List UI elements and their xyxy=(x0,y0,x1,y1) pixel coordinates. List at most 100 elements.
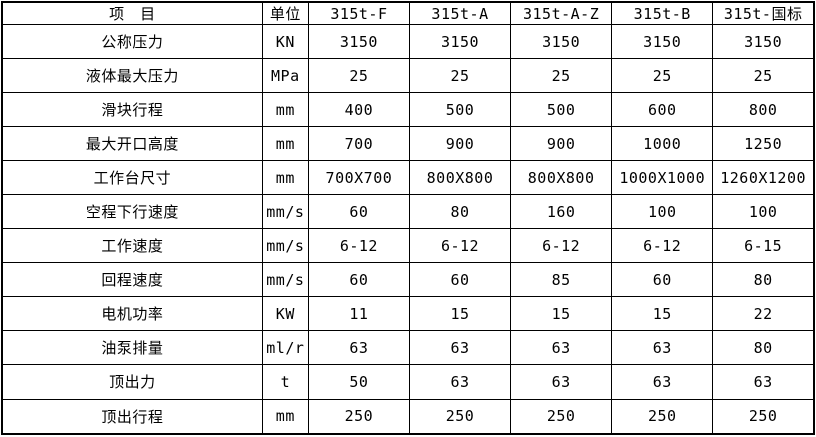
value-cell: 3150 xyxy=(408,23,512,60)
value-cell: 80 xyxy=(712,262,815,298)
table-row: 顶出力 t 50 63 63 63 63 xyxy=(1,364,815,400)
value-cell: 60 xyxy=(307,262,410,298)
value-cell: 500 xyxy=(408,92,512,128)
value-cell: 63 xyxy=(510,330,613,366)
value-cell: 22 xyxy=(712,296,815,332)
table-row: 油泵排量 ml/r 63 63 63 63 80 xyxy=(1,330,815,366)
table-row: 顶出行程 mm 250 250 250 250 250 xyxy=(1,398,815,435)
row-label: 滑块行程 xyxy=(1,92,263,128)
table-row: 滑块行程 mm 400 500 500 600 800 xyxy=(1,92,815,128)
value-cell: 63 xyxy=(510,364,613,400)
value-cell: 3150 xyxy=(510,23,613,60)
table-row: 电机功率 KW 11 15 15 15 22 xyxy=(1,296,815,332)
value-cell: 25 xyxy=(307,58,410,94)
value-cell: 80 xyxy=(408,194,512,230)
row-label: 顶出力 xyxy=(1,364,263,400)
value-cell: 800 xyxy=(712,92,815,128)
value-cell: 250 xyxy=(611,398,714,435)
value-cell: 6-12 xyxy=(307,228,410,264)
value-cell: 60 xyxy=(307,194,410,230)
value-cell: 100 xyxy=(712,194,815,230)
unit-cell: mm/s xyxy=(261,228,309,264)
value-cell: 63 xyxy=(307,330,410,366)
table-row: 公称压力 KN 3150 3150 3150 3150 3150 xyxy=(1,23,815,60)
column-header: 315t-F xyxy=(307,1,410,25)
unit-cell: KW xyxy=(261,296,309,332)
header-row: 项 目单位 315t-F 315t-A 315t-A-Z 315t-B 315t-国标 xyxy=(1,1,815,25)
spec-table-header: 项 目单位 315t-F 315t-A 315t-A-Z 315t-B 315t-国标 xyxy=(1,1,815,25)
row-label: 公称压力 xyxy=(1,23,263,60)
column-header: 315t-A-Z xyxy=(510,1,613,25)
value-cell: 3150 xyxy=(307,23,410,60)
value-cell: 3150 xyxy=(712,23,815,60)
value-cell: 6-12 xyxy=(408,228,512,264)
value-cell: 15 xyxy=(408,296,512,332)
unit-cell: MPa xyxy=(261,58,309,94)
unit-cell: mm xyxy=(261,160,309,196)
unit-cell: mm/s xyxy=(261,262,309,298)
value-cell: 63 xyxy=(712,364,815,400)
value-cell: 15 xyxy=(611,296,714,332)
value-cell: 250 xyxy=(408,398,512,435)
value-cell: 160 xyxy=(510,194,613,230)
value-cell: 85 xyxy=(510,262,613,298)
table-row: 液体最大压力 MPa 25 25 25 25 25 xyxy=(1,58,815,94)
value-cell: 400 xyxy=(307,92,410,128)
table-row: 回程速度 mm/s 60 60 85 60 80 xyxy=(1,262,815,298)
column-header: 315t-B xyxy=(611,1,714,25)
row-label: 顶出行程 xyxy=(1,398,263,435)
value-cell: 25 xyxy=(611,58,714,94)
value-cell: 250 xyxy=(307,398,410,435)
row-label: 工作速度 xyxy=(1,228,263,264)
value-cell: 60 xyxy=(408,262,512,298)
column-header: 315t-A xyxy=(408,1,512,25)
value-cell: 1260X1200 xyxy=(712,160,815,196)
unit-cell: mm xyxy=(261,126,309,162)
value-cell: 800X800 xyxy=(510,160,613,196)
row-label: 最大开口高度 xyxy=(1,126,263,162)
unit-cell: ml/r xyxy=(261,330,309,366)
value-cell: 1000X1000 xyxy=(611,160,714,196)
unit-cell: mm xyxy=(261,398,309,435)
value-cell: 11 xyxy=(307,296,410,332)
table-row: 最大开口高度 mm 700 900 900 1000 1250 xyxy=(1,126,815,162)
column-header: 315t-国标 xyxy=(712,1,815,25)
value-cell: 700 xyxy=(307,126,410,162)
value-cell: 15 xyxy=(510,296,613,332)
value-cell: 250 xyxy=(510,398,613,435)
value-cell: 900 xyxy=(510,126,613,162)
value-cell: 700X700 xyxy=(307,160,410,196)
row-label: 回程速度 xyxy=(1,262,263,298)
value-cell: 80 xyxy=(712,330,815,366)
value-cell: 25 xyxy=(408,58,512,94)
table-row: 工作速度 mm/s 6-12 6-12 6-12 6-12 6-15 xyxy=(1,228,815,264)
row-label: 油泵排量 xyxy=(1,330,263,366)
value-cell: 63 xyxy=(408,364,512,400)
table-row: 空程下行速度 mm/s 60 80 160 100 100 xyxy=(1,194,815,230)
value-cell: 63 xyxy=(611,364,714,400)
value-cell: 600 xyxy=(611,92,714,128)
value-cell: 63 xyxy=(408,330,512,366)
value-cell: 1000 xyxy=(611,126,714,162)
value-cell: 800X800 xyxy=(408,160,512,196)
value-cell: 6-12 xyxy=(510,228,613,264)
unit-cell: t xyxy=(261,364,309,400)
column-header: 单位 xyxy=(261,1,309,25)
row-label: 电机功率 xyxy=(1,296,263,332)
value-cell: 900 xyxy=(408,126,512,162)
value-cell: 63 xyxy=(611,330,714,366)
unit-cell: mm/s xyxy=(261,194,309,230)
unit-cell: KN xyxy=(261,23,309,60)
value-cell: 3150 xyxy=(611,23,714,60)
column-header: 项 目 xyxy=(1,1,263,25)
value-cell: 50 xyxy=(307,364,410,400)
spec-table-body: 公称压力 KN 3150 3150 3150 3150 3150 液体最大压力 MPa 25 25 2… xyxy=(1,23,815,435)
value-cell: 6-15 xyxy=(712,228,815,264)
value-cell: 100 xyxy=(611,194,714,230)
unit-cell: mm xyxy=(261,92,309,128)
value-cell: 500 xyxy=(510,92,613,128)
value-cell: 25 xyxy=(712,58,815,94)
row-label: 工作台尺寸 xyxy=(1,160,263,196)
table-row: 工作台尺寸 mm 700X700 800X800 800X800 1000X1000 126… xyxy=(1,160,815,196)
